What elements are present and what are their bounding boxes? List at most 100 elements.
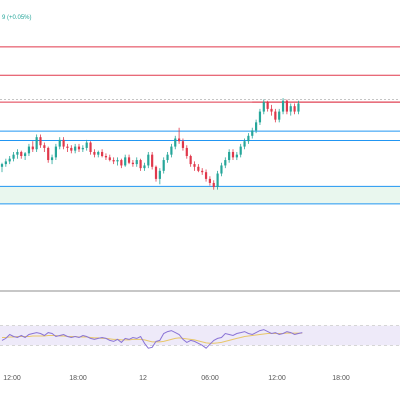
candle-body	[120, 160, 123, 166]
candle-body	[131, 162, 134, 165]
candle-body	[124, 157, 127, 166]
candle	[81, 145, 84, 152]
candle	[231, 149, 235, 161]
candle	[35, 134, 38, 152]
candle-body	[216, 173, 219, 187]
candle-body	[174, 138, 177, 147]
candle-body	[24, 153, 27, 157]
candle	[77, 143, 81, 152]
candle	[85, 139, 88, 151]
candle	[27, 143, 31, 157]
candle	[208, 176, 211, 186]
candle	[293, 103, 296, 115]
candle	[8, 156, 11, 165]
candle	[112, 157, 115, 165]
candle-body	[297, 103, 300, 112]
candle-body	[27, 146, 31, 154]
x-tick-label: 12:00	[3, 375, 21, 382]
candle-body	[97, 151, 100, 155]
candle	[297, 100, 300, 115]
candle	[170, 143, 173, 158]
candle-body	[181, 141, 185, 148]
candle	[235, 151, 238, 161]
candle	[228, 149, 231, 163]
candle-body	[251, 130, 254, 136]
candle	[50, 154, 54, 165]
rsi-band	[0, 325, 400, 346]
candle-body	[185, 147, 188, 157]
candle-body	[4, 161, 7, 165]
candle	[166, 151, 169, 163]
candle	[281, 98, 285, 115]
candle-body	[239, 146, 242, 155]
candle	[270, 104, 273, 116]
candle	[89, 141, 92, 155]
candle-body	[166, 154, 169, 161]
candle	[185, 145, 188, 159]
candle	[285, 99, 288, 115]
candle	[216, 170, 219, 190]
x-tick-label: 18:00	[332, 375, 350, 382]
candle	[47, 146, 50, 163]
candle	[189, 154, 192, 167]
candle	[58, 137, 61, 150]
candle	[201, 168, 204, 175]
candle-body	[162, 160, 165, 171]
candle-body	[135, 160, 138, 165]
candle-body	[20, 151, 23, 157]
candle-body	[289, 106, 292, 112]
candle-body	[220, 165, 223, 174]
candle	[20, 150, 23, 159]
candle	[247, 133, 250, 144]
candle	[4, 158, 7, 167]
candle	[147, 151, 150, 169]
candle-body	[258, 111, 262, 123]
demand-zone	[0, 186, 400, 204]
candle	[116, 157, 119, 166]
candle	[197, 164, 200, 173]
candle-body	[101, 151, 104, 157]
candle-body	[151, 154, 154, 167]
candle-body	[50, 157, 54, 161]
candle	[39, 134, 42, 148]
candle	[143, 162, 146, 171]
candle-body	[262, 102, 265, 112]
rsi-panel	[0, 325, 400, 349]
candle-body	[158, 170, 161, 179]
candle	[255, 119, 258, 134]
candle-body	[139, 160, 142, 169]
candle-body	[89, 142, 92, 152]
candle	[243, 138, 246, 150]
candle	[212, 180, 215, 190]
candle-body	[224, 160, 227, 166]
candle	[70, 145, 73, 154]
candle-body	[77, 146, 81, 150]
candle	[54, 143, 57, 161]
candle-body	[208, 178, 211, 183]
candle-body	[270, 108, 273, 112]
candle	[43, 142, 46, 152]
candle	[108, 154, 111, 162]
candle	[154, 165, 158, 182]
candle-body	[70, 147, 73, 151]
candle	[24, 151, 27, 161]
candle-body	[243, 141, 246, 147]
candle-body	[204, 172, 208, 179]
candle	[66, 143, 69, 152]
x-tick-label: 18:00	[69, 375, 87, 382]
candle-body	[58, 139, 61, 147]
candle	[151, 151, 154, 170]
candle-body	[8, 158, 11, 162]
candle	[178, 127, 181, 144]
candle	[93, 149, 96, 158]
x-tick-label: 06:00	[201, 375, 219, 382]
price-panel	[0, 46, 400, 205]
candle	[31, 141, 34, 152]
candle-body	[228, 151, 231, 161]
candle-body	[16, 151, 19, 155]
candle	[135, 157, 138, 167]
candle	[12, 151, 15, 162]
candle	[204, 169, 208, 182]
candle	[266, 100, 269, 112]
